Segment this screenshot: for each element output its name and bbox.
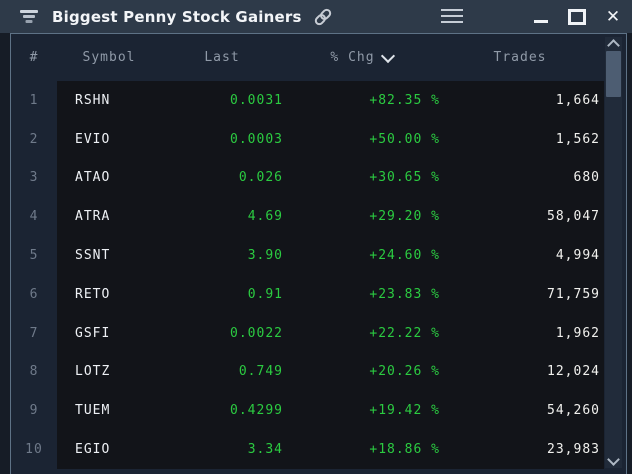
scrollbar-thumb[interactable] <box>606 51 621 97</box>
table-row[interactable]: 10 EGIO 3.34 +18.86 % 23,983 <box>11 430 605 469</box>
sort-desc-chevron-icon <box>380 48 395 63</box>
maximize-button[interactable] <box>564 0 590 33</box>
row-percent-change: +23.83 % <box>369 286 440 302</box>
row-rank: 1 <box>29 92 39 108</box>
row-symbol: ATRA <box>75 209 111 225</box>
row-last-price: 0.026 <box>238 170 283 186</box>
row-percent-change: +30.65 % <box>369 170 440 186</box>
row-last-price: 0.0022 <box>230 325 283 341</box>
row-trades: 1,562 <box>555 131 600 147</box>
row-trades: 58,047 <box>547 209 600 225</box>
row-symbol: EGIO <box>75 442 111 458</box>
table-row[interactable]: 7 GSFI 0.0022 +22.22 % 1,962 <box>11 314 605 353</box>
row-trades: 1,962 <box>555 325 600 341</box>
row-last-price: 4.69 <box>247 209 283 225</box>
row-symbol: GSFI <box>75 325 111 341</box>
row-trades: 1,664 <box>555 92 600 108</box>
row-trades: 23,983 <box>547 442 600 458</box>
filter-icon <box>17 9 41 25</box>
title-bar[interactable]: Biggest Penny Stock Gainers ✕ <box>0 0 632 33</box>
row-rank: 8 <box>29 364 39 380</box>
row-trades: 4,994 <box>555 248 600 264</box>
column-header-last[interactable]: Last <box>204 50 240 65</box>
row-rank: 4 <box>29 209 39 225</box>
row-percent-change: +19.42 % <box>369 403 440 419</box>
row-last-price: 3.34 <box>247 442 283 458</box>
row-trades: 54,260 <box>547 403 600 419</box>
row-rank: 5 <box>29 248 39 264</box>
table-rows: 1 RSHN 0.0031 +82.35 % 1,664 2 EVIO 0.00… <box>11 81 605 469</box>
row-rank: 9 <box>29 403 39 419</box>
table-rows-background <box>57 81 604 469</box>
row-trades: 680 <box>573 170 600 186</box>
row-symbol: RETO <box>75 286 111 302</box>
table-row[interactable]: 3 ATAO 0.026 +30.65 % 680 <box>11 159 605 198</box>
column-header-rank[interactable]: # <box>29 50 39 65</box>
row-rank: 7 <box>29 325 39 341</box>
vertical-scrollbar[interactable] <box>605 37 622 468</box>
table-row[interactable]: 4 ATRA 4.69 +29.20 % 58,047 <box>11 197 605 236</box>
table-row[interactable]: 8 LOTZ 0.749 +20.26 % 12,024 <box>11 353 605 392</box>
row-percent-change: +18.86 % <box>369 442 440 458</box>
window-title: Biggest Penny Stock Gainers <box>52 7 302 26</box>
link-icon[interactable] <box>312 6 334 28</box>
row-percent-change: +24.60 % <box>369 248 440 264</box>
row-percent-change: +50.00 % <box>369 131 440 147</box>
row-last-price: 0.749 <box>238 364 283 380</box>
table-row[interactable]: 1 RSHN 0.0031 +82.35 % 1,664 <box>11 81 605 120</box>
row-symbol: ATAO <box>75 170 111 186</box>
row-rank: 10 <box>25 442 43 458</box>
row-last-price: 3.90 <box>247 248 283 264</box>
row-rank: 2 <box>29 131 39 147</box>
row-symbol: TUEM <box>75 403 111 419</box>
row-symbol: LOTZ <box>75 364 111 380</box>
column-header-pct-chg[interactable]: % Chg <box>283 34 440 81</box>
gainers-table-panel: # Symbol Last % Chg Trades 1 RSHN 0.0031… <box>10 33 627 474</box>
row-rank: 6 <box>29 286 39 302</box>
table-row[interactable]: 5 SSNT 3.90 +24.60 % 4,994 <box>11 236 605 275</box>
row-symbol: SSNT <box>75 248 111 264</box>
row-percent-change: +82.35 % <box>369 92 440 108</box>
menu-icon[interactable] <box>441 8 463 24</box>
row-symbol: RSHN <box>75 92 111 108</box>
row-rank: 3 <box>29 170 39 186</box>
table-row[interactable]: 9 TUEM 0.4299 +19.42 % 54,260 <box>11 391 605 430</box>
table-row[interactable]: 2 EVIO 0.0003 +50.00 % 1,562 <box>11 120 605 159</box>
row-percent-change: +20.26 % <box>369 364 440 380</box>
close-button[interactable]: ✕ <box>605 6 621 27</box>
table-row[interactable]: 6 RETO 0.91 +23.83 % 71,759 <box>11 275 605 314</box>
row-last-price: 0.4299 <box>230 403 283 419</box>
row-percent-change: +29.20 % <box>369 209 440 225</box>
scroll-down-arrow-icon[interactable] <box>605 453 622 468</box>
row-percent-change: +22.22 % <box>369 325 440 341</box>
row-last-price: 0.0031 <box>230 92 283 108</box>
table-body: 1 RSHN 0.0031 +82.35 % 1,664 2 EVIO 0.00… <box>11 81 626 474</box>
scroll-up-arrow-icon[interactable] <box>605 37 622 52</box>
minimize-button[interactable] <box>528 0 554 33</box>
row-last-price: 0.91 <box>247 286 283 302</box>
column-header-symbol[interactable]: Symbol <box>82 50 136 65</box>
row-trades: 71,759 <box>547 286 600 302</box>
row-last-price: 0.0003 <box>230 131 283 147</box>
column-header-trades[interactable]: Trades <box>493 50 547 65</box>
row-trades: 12,024 <box>547 364 600 380</box>
column-header-pct-chg-label: % Chg <box>330 50 375 65</box>
table-header-row: # Symbol Last % Chg Trades <box>11 34 626 81</box>
row-symbol: EVIO <box>75 131 111 147</box>
